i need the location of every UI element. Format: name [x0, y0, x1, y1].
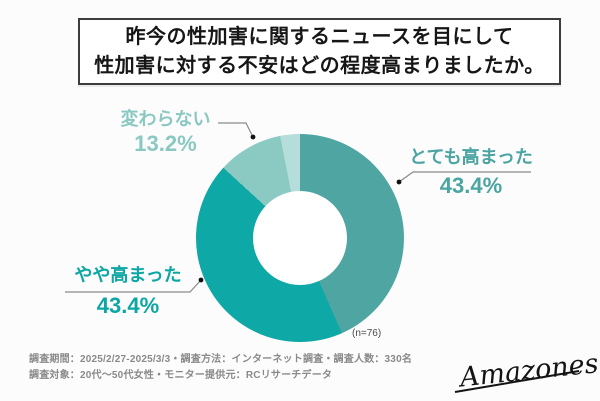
label-totemo-pct: 43.4%: [439, 173, 503, 198]
question-title-box: 昨今の性加害に関するニュースを目にして 性加害に対する不安はどの程度高まりました…: [78, 18, 561, 85]
label-kawaranai-pct: 13.2%: [134, 131, 197, 156]
label-yaya-takamatta: やや高まった 43.4%: [62, 263, 194, 319]
sample-size-label: (n=76): [352, 328, 382, 339]
leader-dot-totemo: [396, 179, 402, 185]
donut-chart: [196, 134, 404, 342]
survey-footnote-line1: 調査期間：2025/2/27-2025/3/3・調査方法：インターネット調査・調…: [29, 354, 413, 365]
label-totemo-takamatta: とても高まった 43.4%: [404, 145, 538, 199]
label-totemo-name: とても高まった: [409, 147, 533, 167]
amazones-logo-underline: [454, 370, 580, 393]
label-kawaranai: 変わらない 13.2%: [103, 107, 228, 157]
survey-footnote-line2: 調査対象：20代～50代女性・モニター提供元：RCリサーチデータ: [29, 370, 333, 381]
label-yaya-name: やや高まった: [74, 265, 182, 285]
amazones-logo: Amazones: [454, 348, 598, 394]
label-yaya-pct: 43.4%: [96, 293, 160, 318]
question-title-line1: 昨今の性加害に関するニュースを目にして: [125, 25, 514, 48]
donut-hole: [253, 191, 347, 285]
leader-dot-yaya: [198, 277, 204, 283]
question-title-line2: 性加害に対する不安はどの程度高まりましたか。: [94, 54, 545, 77]
leader-dot-kawaranai: [250, 134, 256, 140]
label-kawaranai-name: 変わらない: [120, 109, 211, 129]
survey-footnote: 調査期間：2025/2/27-2025/3/3・調査方法：インターネット調査・調…: [29, 352, 412, 384]
